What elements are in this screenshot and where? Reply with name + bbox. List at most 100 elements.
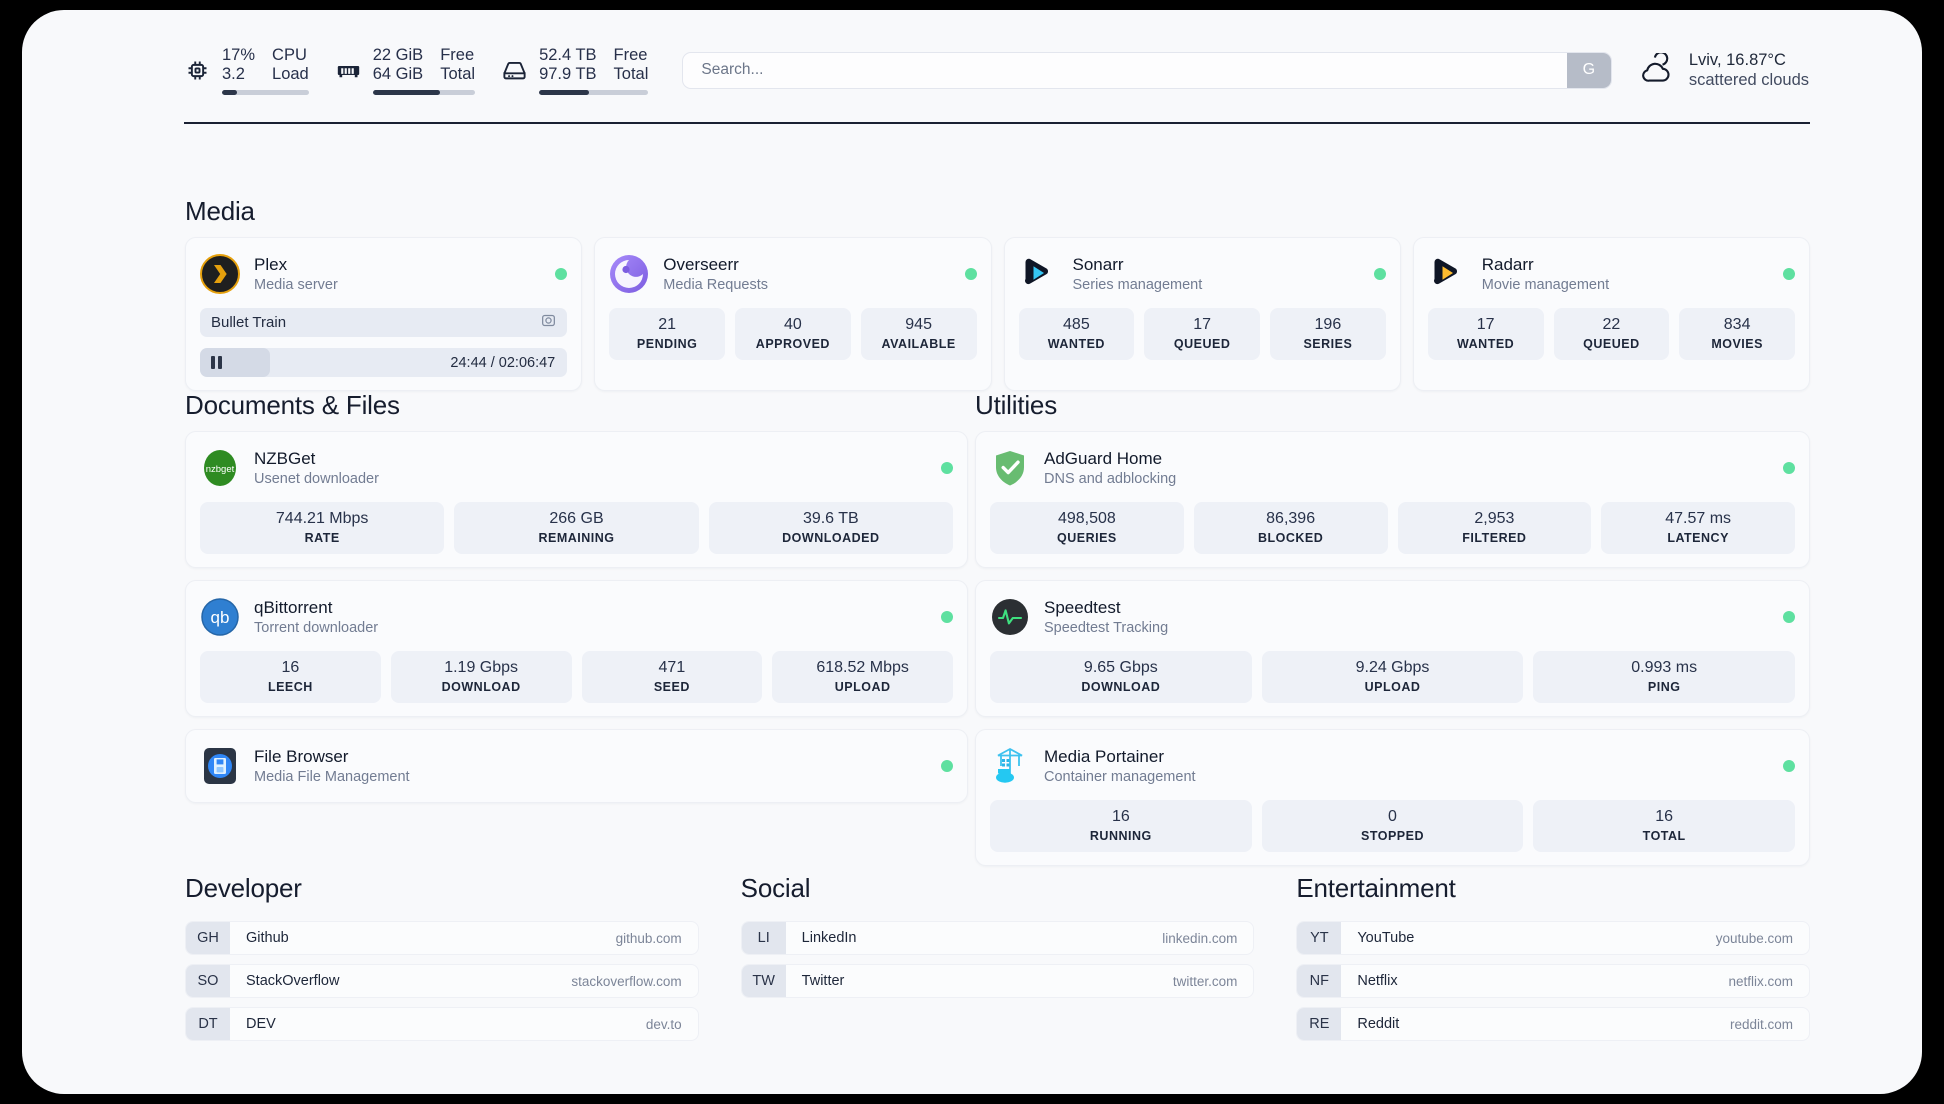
service-card-media-portainer[interactable]: Media Portainer Container management 16 … xyxy=(975,729,1810,866)
service-card-nzbget[interactable]: nzbget NZBGet Usenet downloader 744.21 M… xyxy=(185,431,968,568)
service-description: Media Requests xyxy=(663,276,769,293)
service-stats-row: 498,508 QUERIES 86,396 BLOCKED 2,953 FIL… xyxy=(990,502,1795,554)
stat-value: 834 xyxy=(1723,316,1751,333)
service-card-speedtest[interactable]: Speedtest Speedtest Tracking 9.65 Gbps D… xyxy=(975,580,1810,717)
service-name: File Browser xyxy=(254,746,349,766)
bookmarks-section: Developer GH Github github.com SO StackO… xyxy=(185,873,1811,1041)
bookmark-item-github[interactable]: GH Github github.com xyxy=(185,921,699,955)
bookmark-item-twitter[interactable]: TW Twitter twitter.com xyxy=(740,964,1255,998)
bookmark-abbr: RE xyxy=(1297,1008,1342,1040)
now-playing-title-row: Bullet Train xyxy=(200,308,568,337)
status-badge-online xyxy=(1783,760,1795,772)
stat-value: 0 xyxy=(1388,808,1397,825)
stat-value: 266 GB xyxy=(549,510,604,527)
disk-label-secondary: Total xyxy=(613,64,649,83)
disk-icon xyxy=(501,57,528,84)
bookmark-item-dev[interactable]: DT DEV dev.to xyxy=(185,1007,699,1041)
stat-label: QUEUED xyxy=(1173,337,1231,351)
svg-text:qb: qb xyxy=(211,608,230,627)
stat-chip: 0 STOPPED xyxy=(1261,800,1524,852)
stat-value: 744.21 Mbps xyxy=(275,510,369,527)
bookmark-name: Twitter xyxy=(801,973,845,989)
section-title-documents: Documents & Files xyxy=(185,390,400,420)
service-name: Overseerr xyxy=(663,254,739,274)
memory-usage-bar xyxy=(372,89,476,95)
now-playing-title: Bullet Train xyxy=(211,314,287,331)
cpu-label-secondary: Load xyxy=(272,64,309,83)
service-name: AdGuard Home xyxy=(1044,448,1163,468)
bookmark-item-netflix[interactable]: NF Netflix netflix.com xyxy=(1296,964,1811,998)
bookmark-item-reddit[interactable]: RE Reddit reddit.com xyxy=(1296,1007,1811,1041)
bookmark-item-linkedin[interactable]: LI LinkedIn linkedin.com xyxy=(740,921,1255,955)
utilities-cards-column: AdGuard Home DNS and adblocking 498,508 … xyxy=(975,431,1810,866)
stat-chip: 471 SEED xyxy=(581,651,763,703)
cloud-icon xyxy=(1638,51,1676,87)
playback-separator: / xyxy=(490,354,495,371)
service-description: Speedtest Tracking xyxy=(1044,619,1169,636)
section-title-media: Media xyxy=(185,196,255,226)
radarr-logo xyxy=(1428,254,1468,294)
bookmark-name: Github xyxy=(246,930,289,946)
service-card-radarr[interactable]: Radarr Movie management 17 WANTED 22 QUE… xyxy=(1412,237,1810,391)
cast-icon[interactable] xyxy=(541,313,556,333)
service-description: Container management xyxy=(1044,768,1196,785)
bookmark-group-title: Social xyxy=(740,873,811,903)
bookmark-group-social: Social LI LinkedIn linkedin.com TW Twitt… xyxy=(740,873,1255,1041)
bookmark-item-youtube[interactable]: YT YouTube youtube.com xyxy=(1296,921,1811,955)
service-name: NZBGet xyxy=(254,448,316,468)
service-card-sonarr[interactable]: Sonarr Series management 485 WANTED 17 Q… xyxy=(1003,237,1401,391)
status-badge-online xyxy=(964,268,977,280)
stat-chip: 17 WANTED xyxy=(1427,308,1544,360)
service-stats-row: 16 LEECH 1.19 Gbps DOWNLOAD 471 SEED 618… xyxy=(200,651,953,703)
weather-widget[interactable]: Lviv, 16.87°C scattered clouds xyxy=(1638,50,1809,90)
search-engine-button[interactable]: G xyxy=(1566,52,1611,88)
stat-chip: 266 GB REMAINING xyxy=(454,502,699,554)
stat-value: 16 xyxy=(281,659,300,676)
bookmark-item-stackoverflow[interactable]: SO StackOverflow stackoverflow.com xyxy=(185,964,699,998)
service-card-adguard-home[interactable]: AdGuard Home DNS and adblocking 498,508 … xyxy=(975,431,1810,568)
service-card-file-browser[interactable]: File Browser Media File Management xyxy=(185,729,968,803)
status-badge-online xyxy=(1783,462,1795,474)
service-card-plex[interactable]: Plex Media server Bullet Train 24 xyxy=(185,237,583,391)
now-playing-progress-bar[interactable]: 24:44 / 02:06:47 xyxy=(200,348,568,377)
service-card-qbittorrent[interactable]: qb qBittorrent Torrent downloader 16 LEE… xyxy=(185,580,968,717)
stat-label: LATENCY xyxy=(1667,531,1729,545)
filebrowser-logo xyxy=(200,746,240,786)
bookmark-group-developer: Developer GH Github github.com SO StackO… xyxy=(185,873,699,1041)
pause-icon[interactable] xyxy=(211,356,222,369)
service-card-overseerr[interactable]: Overseerr Media Requests 21 PENDING 40 A… xyxy=(594,237,992,391)
stat-chip: 834 MOVIES xyxy=(1679,308,1795,360)
memory-label-primary: Free xyxy=(440,45,475,64)
stat-chip: 21 PENDING xyxy=(609,308,725,360)
search-bar[interactable]: G xyxy=(682,51,1612,89)
stat-value: 2,953 xyxy=(1474,510,1515,527)
stat-value: 47.57 ms xyxy=(1665,510,1732,527)
stat-chip: 16 RUNNING xyxy=(990,800,1252,852)
documents-cards-column: nzbget NZBGet Usenet downloader 744.21 M… xyxy=(185,431,968,803)
portainer-logo xyxy=(990,746,1030,786)
stat-value: 471 xyxy=(658,659,686,676)
stat-value: 9.65 Gbps xyxy=(1083,659,1158,676)
stat-value: 40 xyxy=(783,316,802,333)
bookmark-name: Netflix xyxy=(1357,973,1398,989)
service-description: DNS and adblocking xyxy=(1044,470,1177,487)
stat-chip: 9.24 Gbps UPLOAD xyxy=(1261,651,1524,703)
cpu-label-primary: CPU xyxy=(272,45,307,64)
service-description: Media File Management xyxy=(254,768,410,785)
stat-value: 22 xyxy=(1602,316,1621,333)
search-input[interactable] xyxy=(683,52,1567,88)
bookmark-abbr: SO xyxy=(186,965,230,997)
stat-label: REMAINING xyxy=(538,531,615,545)
bookmark-url: twitter.com xyxy=(1172,973,1238,989)
section-title-utilities: Utilities xyxy=(975,390,1057,420)
stat-value: 196 xyxy=(1314,316,1342,333)
bookmark-abbr: YT xyxy=(1297,922,1342,954)
stat-value: 86,396 xyxy=(1266,510,1316,527)
cpu-value-secondary: 3.2 xyxy=(222,64,245,83)
stat-value: 1.19 Gbps xyxy=(444,659,519,676)
stat-label: UPLOAD xyxy=(1364,680,1421,694)
bookmark-url: netflix.com xyxy=(1728,973,1794,989)
stat-label: APPROVED xyxy=(755,337,830,351)
bookmark-group-title: Entertainment xyxy=(1296,873,1456,903)
bookmark-url: stackoverflow.com xyxy=(571,973,682,989)
